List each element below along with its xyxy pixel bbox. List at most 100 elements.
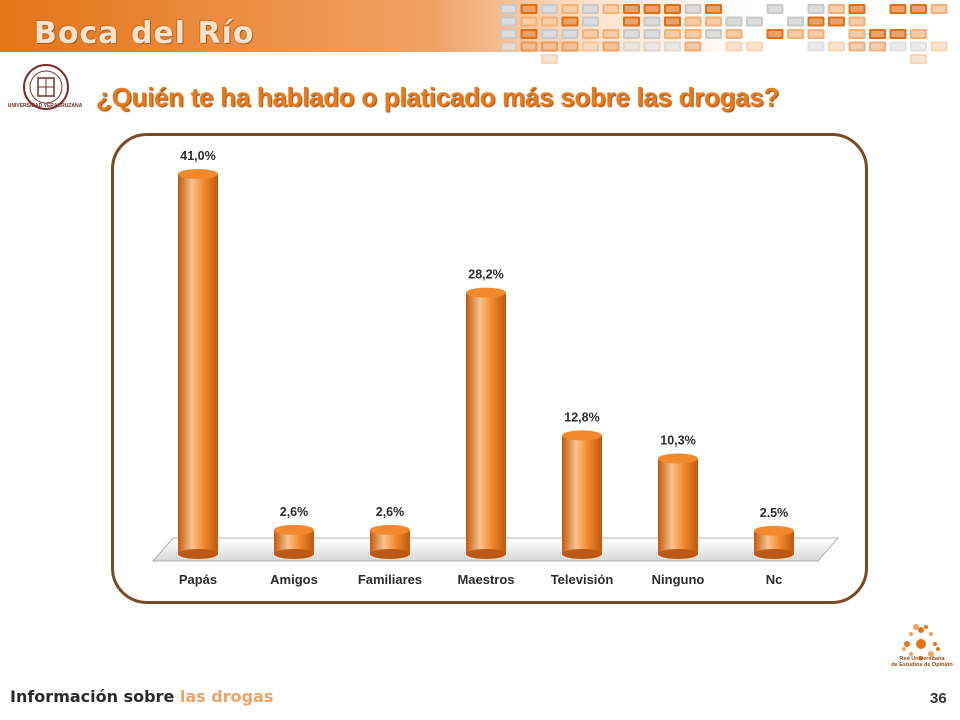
mosaic-tile — [500, 29, 517, 39]
footer-title-dark: Información sobre — [10, 687, 175, 706]
mosaic-tile — [807, 29, 825, 39]
network-logo-line-2: de Estudios de Opinión — [891, 662, 953, 668]
category-label: Nc — [766, 572, 783, 587]
mosaic-tile — [725, 29, 743, 39]
bar — [178, 169, 218, 559]
mosaic-tile — [889, 29, 907, 39]
network-logo-icon — [902, 624, 940, 660]
category-label: Papás — [179, 572, 217, 587]
category-label: Maestros — [457, 572, 514, 587]
data-label: 2,6% — [376, 505, 405, 519]
mosaic-tile — [582, 16, 599, 27]
footer-title-light: las drogas — [179, 687, 274, 706]
mosaic-tile — [643, 4, 661, 14]
mosaic-tile — [623, 4, 640, 14]
network-center-dot — [916, 639, 926, 649]
mosaic-tile — [787, 16, 804, 27]
mosaic-tile — [930, 41, 948, 52]
data-label: 2.5% — [760, 506, 789, 520]
mosaic-tile — [828, 4, 845, 14]
network-dot — [924, 625, 928, 629]
mosaic-tile — [602, 41, 620, 52]
mosaic-tile — [705, 29, 722, 39]
mosaic-tile — [930, 4, 948, 14]
mosaic-tile — [623, 41, 640, 52]
mosaic-tile — [807, 41, 825, 52]
mosaic-tile — [541, 54, 558, 64]
mosaic-tile — [664, 41, 681, 52]
network-dot — [904, 641, 910, 647]
mosaic-tile — [684, 29, 702, 39]
mosaic-tile — [807, 4, 825, 14]
mosaic-tile — [910, 54, 927, 64]
mosaic-tile — [520, 29, 538, 39]
bar — [562, 430, 602, 559]
bar-chart: 41,0% Papás 2,6% Amigos 2,6% Familiares 28,2% M… — [152, 149, 839, 587]
mosaic-tile — [910, 4, 927, 14]
bar — [754, 525, 794, 559]
mosaic-tile — [541, 41, 558, 52]
mosaic-tile — [500, 16, 517, 27]
mosaic-tile — [684, 16, 702, 27]
mosaic-tile — [705, 4, 722, 14]
mosaic-tile — [910, 41, 927, 52]
mosaic-tile — [623, 16, 640, 27]
mosaic-tile — [664, 16, 681, 27]
region-title: Boca del Río — [34, 16, 255, 51]
mosaic-tile — [889, 4, 907, 14]
mosaic-tile — [664, 4, 681, 14]
university-logo-text: UNIVERSIDAD VERACRUZANA — [7, 103, 83, 109]
network-dot — [928, 651, 934, 657]
mosaic-tile — [766, 29, 784, 39]
mosaic-tile — [848, 4, 866, 14]
footer-section-title: Información sobre las drogas — [10, 687, 273, 706]
mosaic-tile — [643, 29, 661, 39]
mosaic-tile — [602, 29, 620, 39]
mosaic-tile — [561, 29, 579, 39]
mosaic-tile — [643, 41, 661, 52]
network-logo-text: Red Universitaria de Estudios de Opinión — [884, 656, 960, 668]
mosaic-tile — [684, 41, 702, 52]
mosaic-tile — [910, 29, 927, 39]
mosaic-tile — [869, 29, 886, 39]
network-dot — [902, 647, 906, 651]
network-dot — [918, 627, 924, 633]
bar — [658, 453, 698, 559]
mosaic-tile — [848, 29, 866, 39]
mosaic-tile — [520, 41, 538, 52]
network-dot — [929, 632, 933, 636]
mosaic-tile — [725, 41, 743, 52]
data-label: 12,8% — [564, 410, 599, 424]
bar — [466, 287, 506, 559]
category-label: Familiares — [358, 572, 422, 587]
network-dot — [936, 647, 940, 651]
mosaic-tile — [848, 16, 866, 27]
mosaic-tile — [807, 16, 825, 27]
category-label: Amigos — [270, 572, 318, 587]
page-number: 36 — [930, 690, 947, 707]
network-dot — [909, 652, 913, 656]
mosaic-tile — [746, 41, 763, 52]
mosaic-tile — [541, 29, 558, 39]
bar — [370, 524, 410, 559]
mosaic-tile — [787, 29, 804, 39]
network-dot — [919, 656, 923, 660]
mosaic-tile — [766, 4, 784, 14]
mosaic-tile — [889, 41, 907, 52]
mosaic-tile — [725, 16, 743, 27]
mosaic-tile — [582, 4, 599, 14]
network-logo-line-1: Red Universitaria — [899, 656, 945, 662]
mosaic-tile — [643, 16, 661, 27]
decorative-tile-mosaic — [500, 4, 948, 64]
mosaic-tile — [561, 16, 579, 27]
category-label: Televisión — [551, 572, 614, 587]
network-dot — [913, 624, 919, 630]
mosaic-tile — [828, 16, 845, 27]
data-label: 41,0% — [180, 149, 215, 163]
mosaic-tile — [746, 16, 763, 27]
page-title: ¿Quién te ha hablado o platicado más sob… — [96, 82, 780, 112]
university-seal-icon — [23, 64, 69, 110]
category-label: Ninguno — [652, 572, 705, 587]
mosaic-tile — [541, 16, 558, 27]
mosaic-tile — [582, 29, 599, 39]
